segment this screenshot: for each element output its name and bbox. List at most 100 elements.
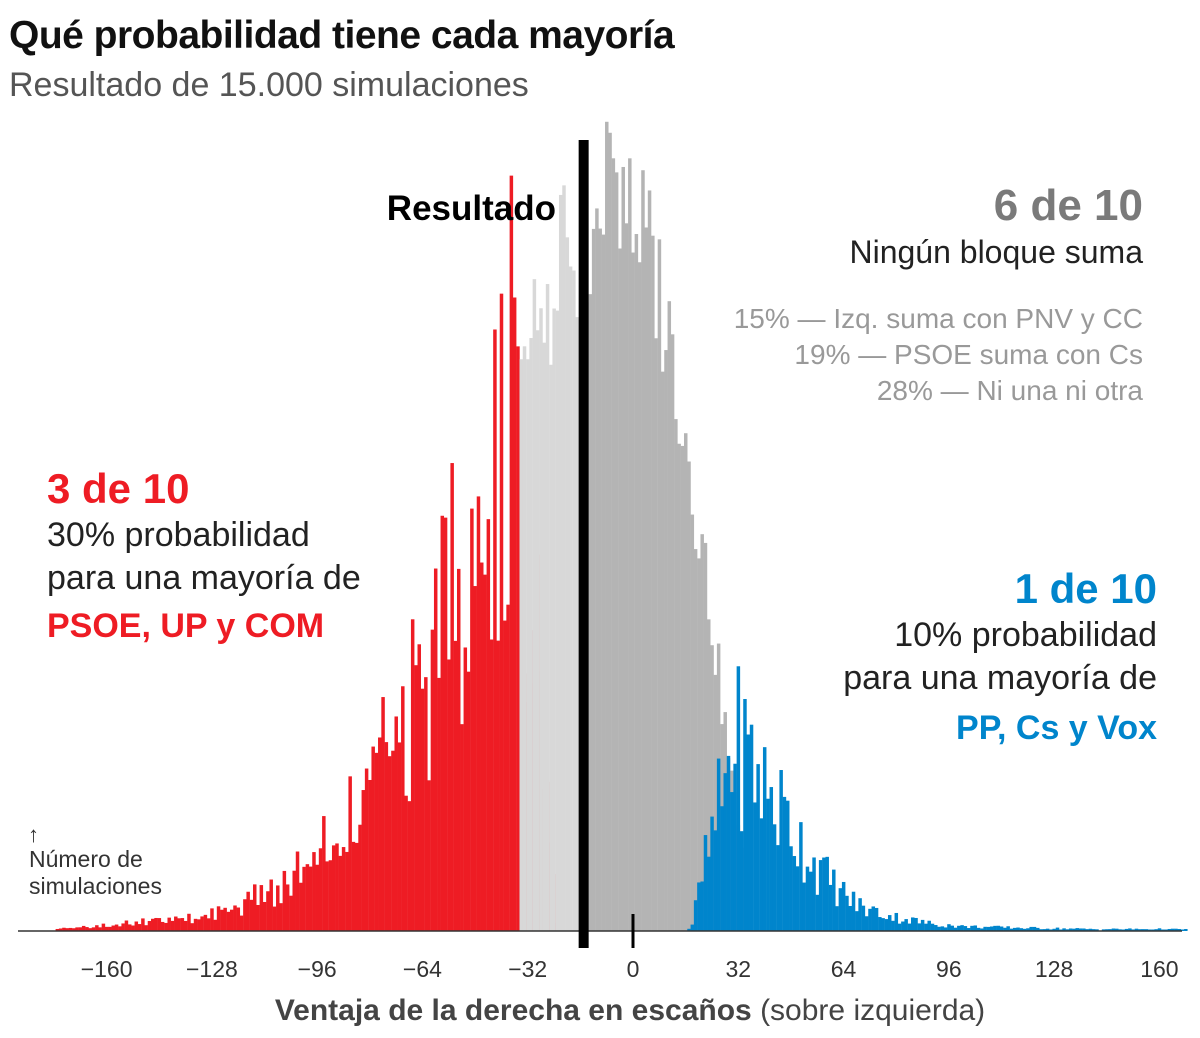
x-axis-label-rest: (sobre izquierda) <box>752 994 985 1027</box>
histogram-bar <box>832 869 836 931</box>
histogram-bar <box>1124 928 1129 931</box>
histogram-bar <box>348 776 352 931</box>
histogram-bar <box>460 724 464 931</box>
histogram-bar <box>55 928 60 931</box>
x-tick-label: 32 <box>725 956 751 982</box>
histogram-bar <box>183 920 188 931</box>
histogram-bar <box>595 208 599 931</box>
histogram-bar <box>950 925 954 931</box>
histogram-bar <box>216 906 221 931</box>
histogram-bar <box>871 906 876 931</box>
histogram-bar <box>917 923 922 931</box>
histogram-bar <box>647 190 652 931</box>
histogram-bar <box>726 755 731 931</box>
histogram-bar <box>312 852 316 931</box>
histogram-bar <box>973 925 978 931</box>
histogram-bar <box>170 920 175 931</box>
histogram-bar <box>710 645 714 931</box>
histogram-bar <box>65 928 69 931</box>
annotation-left-headline: 3 de 10 <box>47 465 189 512</box>
histogram-bar <box>322 816 326 931</box>
histogram-bar <box>1006 926 1010 931</box>
histogram-bar <box>710 816 714 931</box>
histogram-bar <box>874 907 879 931</box>
histogram-bar <box>424 677 428 931</box>
histogram-bar <box>157 918 162 931</box>
histogram-bar <box>723 773 727 931</box>
histogram-bar <box>361 790 366 931</box>
histogram-bar <box>966 928 971 931</box>
histogram-bar <box>759 818 764 931</box>
x-tick-label: −64 <box>403 956 442 982</box>
histogram-bar <box>210 908 214 931</box>
histogram-bar <box>1128 928 1132 931</box>
histogram-bar <box>233 905 237 931</box>
histogram-bar <box>164 922 168 931</box>
histogram-bar <box>187 913 191 931</box>
histogram-bar <box>1167 928 1172 931</box>
histogram-bar <box>299 882 303 931</box>
histogram-bar <box>986 926 991 931</box>
histogram-bar <box>279 903 283 931</box>
histogram-bar <box>677 443 681 931</box>
histogram-bar <box>680 445 685 931</box>
histogram-bar <box>545 284 550 931</box>
histogram-bar <box>476 496 481 931</box>
histogram-bar <box>1161 929 1165 931</box>
x-tick-label: 128 <box>1035 956 1073 982</box>
histogram-bar <box>858 898 862 931</box>
annotation-none-detail: 19% — PSOE suma con Cs <box>794 339 1143 370</box>
histogram-bar <box>746 734 750 931</box>
histogram-bar <box>963 926 968 931</box>
histogram-bar <box>493 329 497 931</box>
histogram-bar <box>88 928 92 931</box>
histogram-bar <box>1049 929 1053 931</box>
histogram-bar <box>822 857 826 931</box>
histogram-bar <box>417 644 421 931</box>
histogram-bar <box>420 688 425 931</box>
histogram-bar <box>1045 928 1050 931</box>
histogram-bar <box>85 927 89 931</box>
histogram-bar <box>812 857 816 931</box>
histogram-bar <box>1059 929 1063 931</box>
histogram-bar <box>901 921 905 931</box>
histogram-bar <box>1147 929 1152 931</box>
histogram-bar <box>743 699 747 931</box>
histogram-bar <box>674 419 678 931</box>
histogram-bar <box>634 234 639 931</box>
histogram-bar <box>114 924 119 931</box>
histogram-bar <box>792 856 797 931</box>
histogram-bar <box>891 920 895 931</box>
histogram-bars <box>55 121 1188 932</box>
histogram-bar <box>108 926 112 931</box>
histogram-bar <box>410 619 415 931</box>
histogram-bar <box>401 686 405 931</box>
histogram-bar <box>193 918 198 931</box>
histogram-bar <box>552 308 556 931</box>
annotation-right-line: para una mayoría de <box>843 659 1157 697</box>
histogram-bar <box>368 779 372 931</box>
histogram-bar <box>1039 929 1043 931</box>
histogram-bar <box>667 301 672 931</box>
x-tick-label: 64 <box>831 956 857 982</box>
histogram-bar <box>989 926 994 931</box>
histogram-bar <box>782 796 787 931</box>
annotation-right-headline: 1 de 10 <box>1015 565 1157 612</box>
histogram-bar <box>644 227 648 932</box>
annotation-none-detail: 28% — Ni una ni otra <box>877 375 1144 406</box>
histogram-bar <box>262 901 267 931</box>
histogram-bar <box>687 928 691 931</box>
histogram-bar <box>996 925 1001 931</box>
histogram-bar <box>466 671 471 931</box>
histogram-bar <box>391 750 395 931</box>
histogram-bar <box>1134 928 1139 931</box>
histogram-bar <box>246 891 250 931</box>
histogram-bar <box>1121 929 1126 931</box>
histogram-bar <box>700 881 704 931</box>
histogram-bar <box>203 914 208 931</box>
histogram-bar <box>864 916 869 931</box>
histogram-bar <box>62 927 66 931</box>
histogram-bar <box>104 926 109 931</box>
histogram-bar <box>1118 929 1122 931</box>
histogram-bar <box>134 921 139 931</box>
